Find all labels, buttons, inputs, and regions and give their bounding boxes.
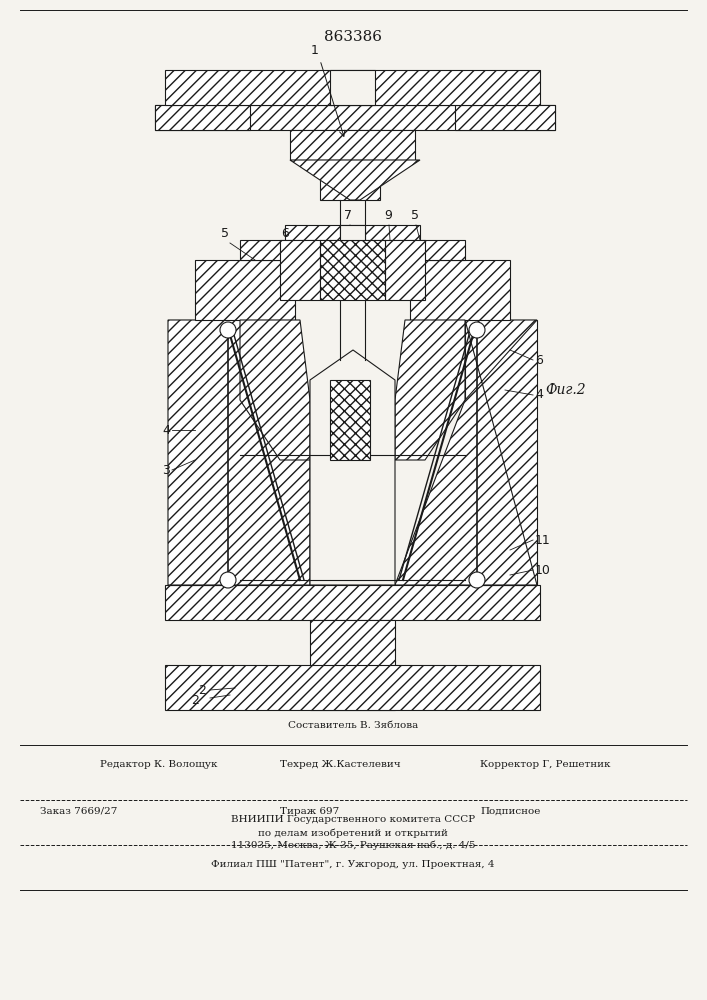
Text: Техред Ж.Кастелевич: Техред Ж.Кастелевич [280,760,401,769]
Polygon shape [165,665,540,710]
Polygon shape [395,320,537,585]
Text: Фиг.2: Фиг.2 [545,383,585,397]
Text: по делам изобретений и открытий: по делам изобретений и открытий [258,828,448,838]
Circle shape [220,322,236,338]
Text: 2: 2 [191,694,199,706]
Text: 1: 1 [311,44,319,57]
Text: 4: 4 [535,388,543,401]
Text: 9: 9 [384,209,392,222]
Text: 2: 2 [198,684,206,696]
Polygon shape [165,585,540,620]
Polygon shape [455,105,555,130]
Text: Составитель В. Зяблова: Составитель В. Зяблова [288,721,418,730]
Polygon shape [320,240,385,300]
Polygon shape [310,350,395,585]
Polygon shape [330,70,375,105]
Polygon shape [340,225,365,240]
Polygon shape [240,320,310,460]
Polygon shape [280,240,320,300]
Polygon shape [155,105,250,130]
Polygon shape [290,130,415,160]
Polygon shape [320,160,380,200]
Text: 5: 5 [221,227,229,240]
Circle shape [220,572,236,588]
Polygon shape [410,260,510,320]
Polygon shape [465,320,537,585]
Polygon shape [285,225,420,240]
Text: 5: 5 [411,209,419,222]
Polygon shape [168,320,310,585]
Polygon shape [168,320,240,585]
Polygon shape [395,320,465,460]
Text: 3: 3 [162,464,170,477]
Circle shape [469,322,485,338]
Polygon shape [385,240,425,300]
Text: Корректор Г, Решетник: Корректор Г, Решетник [480,760,611,769]
Text: 4: 4 [162,424,170,436]
Text: 6: 6 [535,354,543,366]
Polygon shape [155,105,555,130]
Text: ВНИИПИ Государственного комитета СССР: ВНИИПИ Государственного комитета СССР [231,815,475,824]
Polygon shape [290,160,420,200]
Polygon shape [240,240,465,260]
Text: Заказ 7669/27: Заказ 7669/27 [40,807,117,816]
Text: 6: 6 [281,227,289,240]
Text: 863386: 863386 [324,30,382,44]
Text: Филиал ПШ "Патент", г. Ужгород, ул. Проектная, 4: Филиал ПШ "Патент", г. Ужгород, ул. Прое… [211,860,495,869]
Polygon shape [310,620,395,710]
Text: Подписное: Подписное [480,807,540,816]
Text: Редактор К. Волощук: Редактор К. Волощук [100,760,218,769]
Polygon shape [165,70,540,105]
Circle shape [469,572,485,588]
Text: 11: 11 [535,534,551,546]
Text: 10: 10 [535,564,551,576]
Polygon shape [195,260,295,320]
Text: Тираж 697: Тираж 697 [280,807,339,816]
Polygon shape [330,380,370,460]
Text: 7: 7 [344,209,352,222]
Text: 113035, Москва, Ж-35, Раушская наб., д. 4/5: 113035, Москва, Ж-35, Раушская наб., д. … [230,841,475,850]
